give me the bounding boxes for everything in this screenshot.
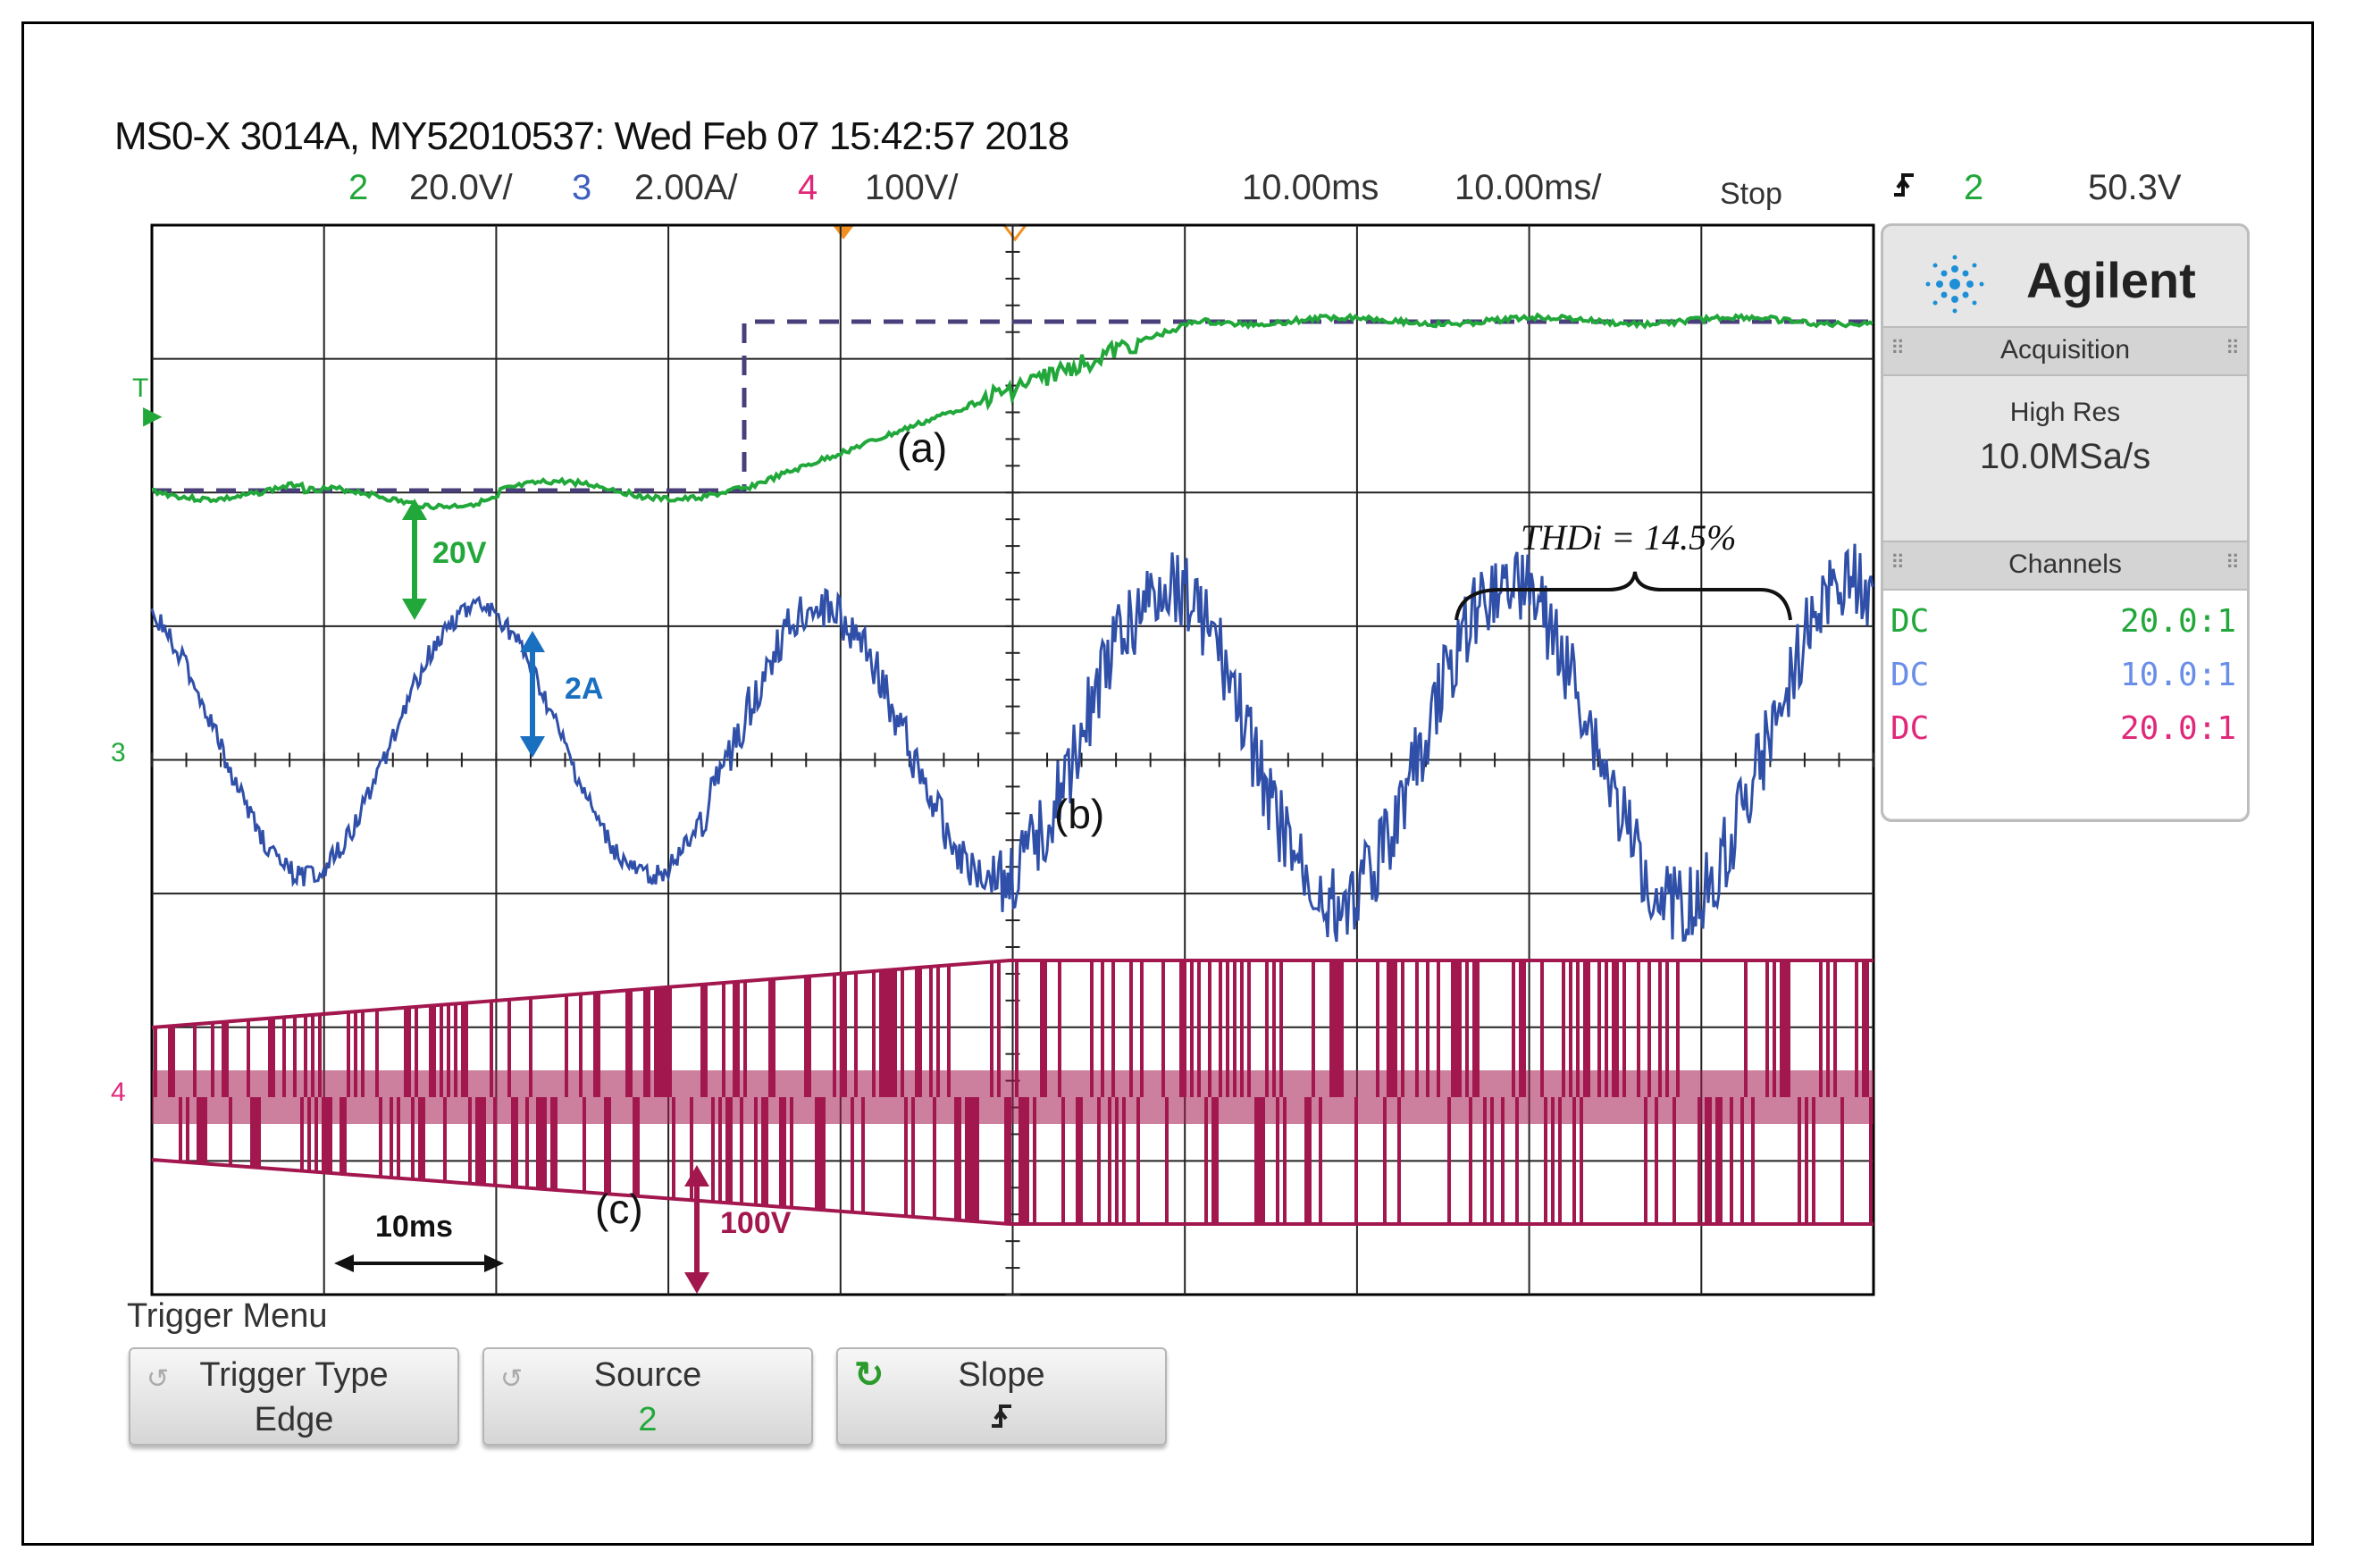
delay-marker	[1002, 223, 1028, 242]
figure-frame	[21, 21, 2314, 1546]
thd-brace	[1454, 571, 1792, 621]
ch3-probe: 10.0:1	[2119, 657, 2236, 693]
ch4-scale: 100V/	[865, 168, 959, 207]
label-2a: 2A	[565, 672, 604, 706]
acquisition-mode: High Res	[2009, 398, 2121, 427]
arrow-10ms-head	[334, 1254, 354, 1272]
ch3-scale: 2.00A/	[634, 168, 738, 207]
label-c: (c)	[595, 1186, 643, 1232]
ch2-scale: 20.0V/	[409, 168, 513, 207]
arrow-100v-head	[684, 1165, 709, 1186]
annotation-arrows	[334, 499, 1792, 1294]
trigger-type-value: Edge	[254, 1401, 334, 1438]
trigger-source: 2	[1964, 168, 1984, 207]
ch4-band	[152, 1070, 1874, 1124]
ch3-waveform	[150, 543, 1874, 943]
ch4-marker: 4	[111, 1077, 126, 1107]
reference-step	[152, 319, 1874, 493]
arrow-2a-head	[520, 736, 545, 758]
agilent-logo-icon	[1919, 253, 1991, 315]
channels-header-label: Channels	[2008, 549, 2122, 579]
channels-list: DC 20.0:1 DC 10.0:1 DC 20.0:1	[1883, 591, 2247, 818]
grip-icon: ⠿	[1890, 551, 1906, 574]
ch2-coupling: DC	[1890, 603, 1930, 640]
timebase-readout: 10.00ms/	[1454, 168, 1602, 207]
arrow-20v-head	[402, 599, 427, 620]
arrow-100v-head	[684, 1272, 709, 1294]
ch4-envelope-bottom	[151, 1158, 1874, 1226]
trigger-level-marker: T	[132, 373, 149, 403]
channels-header[interactable]: Channels	[1883, 541, 2247, 591]
trigger-position-marker	[833, 225, 854, 239]
grip-icon: ⠿	[2225, 337, 2240, 359]
ch4-coupling: DC	[1890, 710, 1930, 747]
delay-readout: 10.00ms	[1242, 168, 1379, 207]
arrow-10ms-head	[484, 1254, 504, 1272]
trigger-type-softkey[interactable]: ↺ Trigger Type Edge	[129, 1347, 459, 1446]
acquisition-header[interactable]: Acquisition	[1883, 326, 2247, 376]
ch3-marker: 3	[111, 738, 126, 767]
source-softkey[interactable]: ↺ Source 2	[482, 1347, 813, 1446]
arrow-20v-head	[402, 499, 427, 520]
side-panel: Agilent Acquisition High Res 10.0MSa/s C…	[1881, 223, 2250, 822]
rotate-knob-icon: ↺	[147, 1364, 170, 1394]
ch3-coupling: DC	[1890, 657, 1930, 693]
label-a: (a)	[897, 424, 948, 471]
ch4-waveform	[151, 959, 1874, 1226]
waveforms	[150, 312, 1874, 1226]
source-label: Source	[593, 1356, 702, 1394]
brand-name: Agilent	[2026, 252, 2196, 308]
arrow-2a-head	[520, 631, 545, 652]
ch3-number: 3	[572, 168, 592, 207]
ch2-waveform	[152, 312, 1874, 511]
trigger-type-label: Trigger Type	[199, 1356, 389, 1394]
ch2-number: 2	[348, 168, 369, 207]
run-state[interactable]: Stop	[1720, 177, 1782, 211]
label-b: (b)	[1054, 791, 1105, 837]
trigger-slope-icon	[1890, 168, 1917, 213]
trigger-level: 50.3V	[2088, 168, 2182, 207]
label-100v: 100V	[720, 1206, 792, 1240]
ch2-probe: 20.0:1	[2119, 603, 2236, 640]
grip-icon: ⠿	[2225, 551, 2240, 574]
rotate-knob-icon: ↺	[500, 1364, 524, 1394]
label-thdi: THDi = 14.5%	[1521, 517, 1737, 558]
ch4-probe: 20.0:1	[2119, 710, 2236, 747]
label-10ms: 10ms	[375, 1210, 453, 1244]
slope-softkey[interactable]: ↻ Slope	[836, 1347, 1167, 1446]
ch2-ground-arrow-icon: ▶	[143, 401, 163, 429]
ch4-envelope-top	[151, 959, 1874, 1029]
rising-edge-icon	[988, 1399, 1015, 1439]
ch4-number: 4	[798, 168, 818, 207]
trigger-menu-title: Trigger Menu	[127, 1297, 328, 1335]
source-value: 2	[638, 1401, 658, 1438]
acquisition-rate: 10.0MSa/s	[1979, 437, 2151, 476]
slope-label: Slope	[958, 1356, 1045, 1394]
label-20v: 20V	[432, 536, 487, 570]
acquisition-header-label: Acquisition	[1999, 335, 2131, 365]
graticule	[150, 223, 1875, 1296]
grip-icon: ⠿	[1890, 337, 1906, 359]
rotate-knob-active-icon: ↻	[854, 1355, 884, 1395]
scope-title: MS0-X 3014A, MY52010537: Wed Feb 07 15:4…	[114, 114, 1069, 158]
